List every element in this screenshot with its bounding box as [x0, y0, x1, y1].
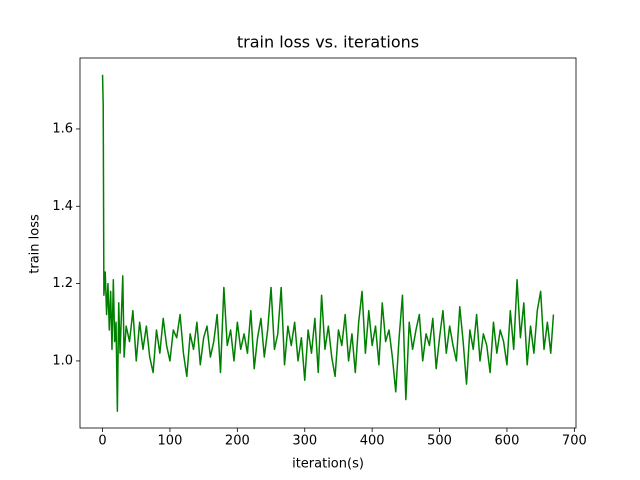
x-tick-label: 100 [158, 434, 183, 449]
x-tick-label: 400 [360, 434, 385, 449]
x-tick-label: 0 [98, 434, 106, 449]
y-tick-label: 1.6 [52, 121, 73, 136]
y-axis-label: train loss [28, 214, 43, 274]
plot-frame [79, 57, 577, 429]
x-tick-label: 700 [562, 434, 587, 449]
data-line [101, 74, 555, 412]
chart-title: train loss vs. iterations [237, 33, 419, 52]
x-tick-label: 200 [225, 434, 250, 449]
y-tick-label: 1.0 [52, 353, 73, 368]
y-tick-label: 1.4 [52, 199, 73, 214]
y-tick-label: 1.2 [52, 276, 73, 291]
x-axis-label: iteration(s) [292, 457, 364, 472]
x-tick-label: 300 [292, 434, 317, 449]
x-tick-label: 500 [427, 434, 452, 449]
x-tick-label: 600 [495, 434, 520, 449]
